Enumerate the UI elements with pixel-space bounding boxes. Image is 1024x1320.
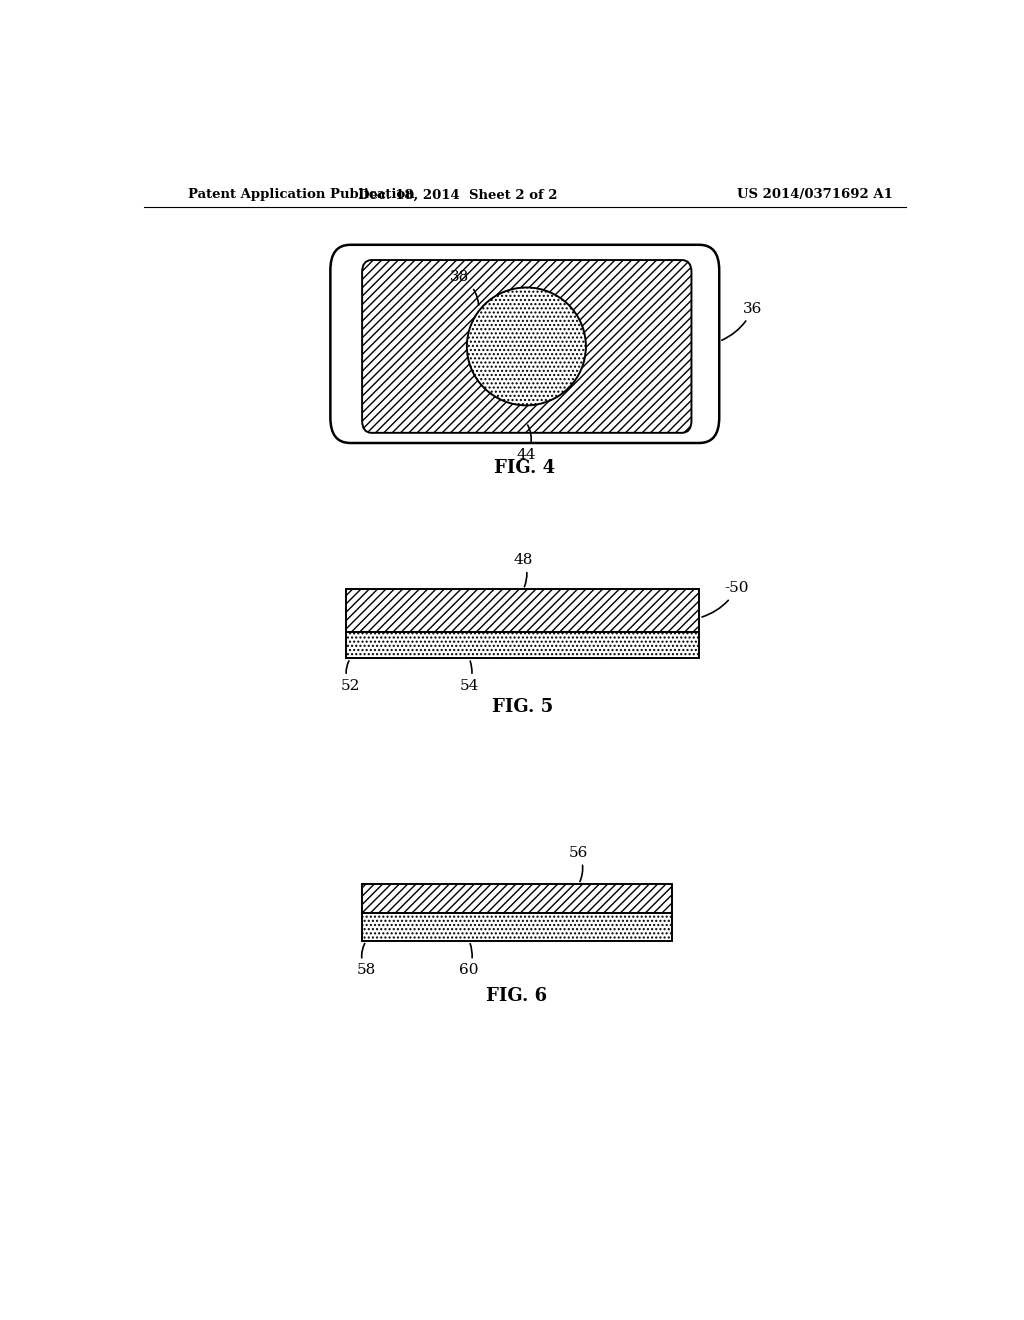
Text: 48: 48 xyxy=(513,553,532,587)
Bar xyxy=(346,632,699,659)
Text: 58: 58 xyxy=(356,944,376,977)
Text: 36: 36 xyxy=(722,302,763,341)
Text: 44: 44 xyxy=(517,425,537,462)
FancyBboxPatch shape xyxy=(362,260,691,433)
Text: 38: 38 xyxy=(451,271,478,305)
Text: 60: 60 xyxy=(460,944,479,977)
Bar xyxy=(362,884,672,912)
Text: US 2014/0371692 A1: US 2014/0371692 A1 xyxy=(736,189,892,202)
Text: 56: 56 xyxy=(569,846,589,882)
Text: FIG. 5: FIG. 5 xyxy=(492,698,553,717)
Text: Patent Application Publication: Patent Application Publication xyxy=(187,189,415,202)
Text: 52: 52 xyxy=(341,661,359,693)
Ellipse shape xyxy=(467,288,586,405)
Text: 54: 54 xyxy=(460,661,479,693)
Bar xyxy=(362,912,672,941)
Text: -50: -50 xyxy=(702,581,750,616)
Text: Dec. 18, 2014  Sheet 2 of 2: Dec. 18, 2014 Sheet 2 of 2 xyxy=(357,189,557,202)
Bar xyxy=(346,589,699,632)
FancyBboxPatch shape xyxy=(331,244,719,444)
Text: FIG. 4: FIG. 4 xyxy=(495,459,555,478)
Text: FIG. 6: FIG. 6 xyxy=(486,987,548,1005)
